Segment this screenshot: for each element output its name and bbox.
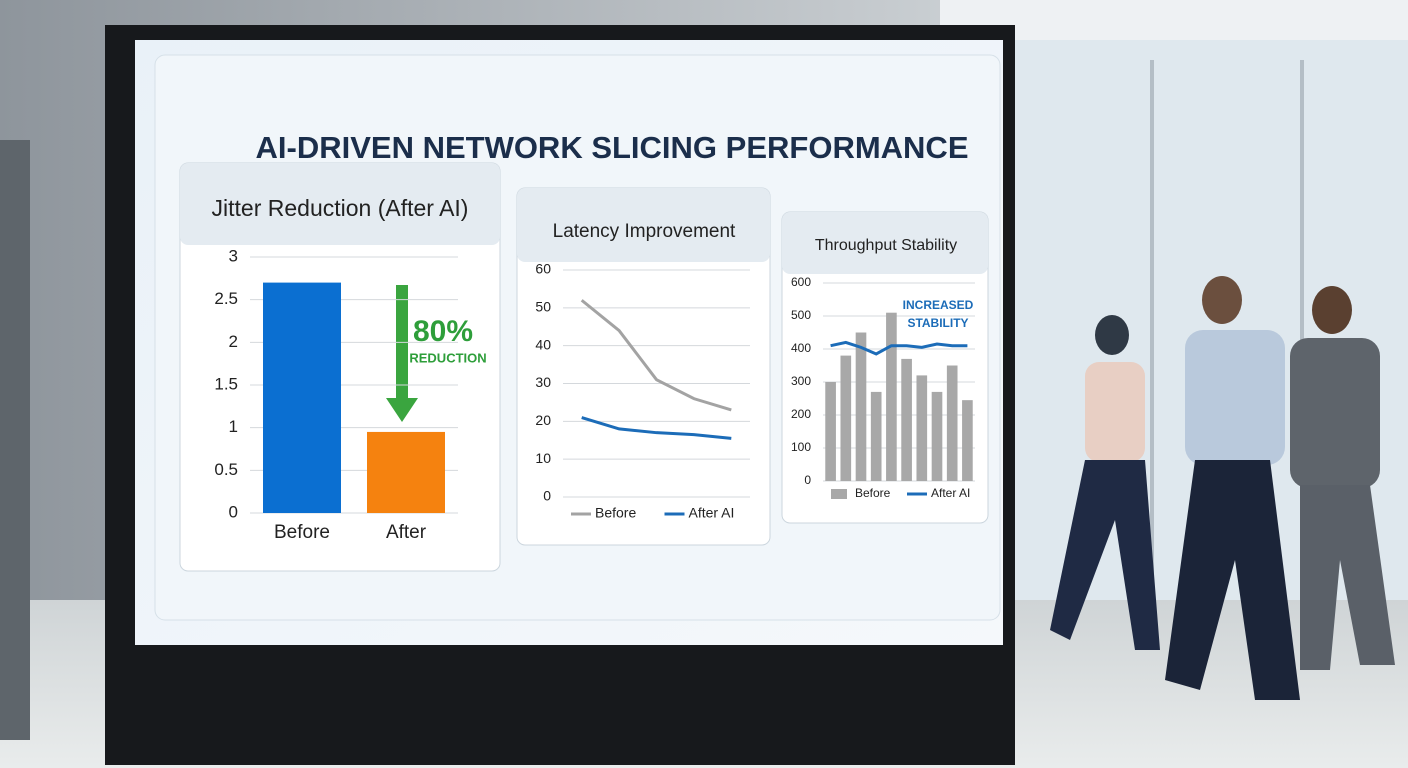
y-tick-label: 30 bbox=[535, 374, 551, 390]
panel-header bbox=[782, 212, 988, 274]
y-tick-label: 0.5 bbox=[214, 460, 238, 479]
y-tick-label: 0 bbox=[804, 473, 811, 487]
y-tick-label: 2 bbox=[229, 332, 238, 351]
bar bbox=[870, 391, 882, 481]
bar bbox=[825, 382, 836, 481]
y-tick-label: 200 bbox=[791, 407, 811, 421]
y-tick-label: 40 bbox=[535, 336, 551, 352]
annotation: INCREASED bbox=[903, 298, 974, 312]
annotation: STABILITY bbox=[907, 316, 968, 330]
y-tick-label: 1.5 bbox=[214, 374, 238, 393]
line bbox=[581, 416, 732, 440]
bar bbox=[946, 365, 958, 481]
bar bbox=[840, 355, 852, 481]
glass-frame bbox=[1150, 60, 1154, 600]
people bbox=[1050, 276, 1395, 700]
y-tick-label: 0 bbox=[543, 488, 551, 504]
y-tick-label: 10 bbox=[535, 450, 551, 466]
bar bbox=[901, 358, 912, 481]
bar bbox=[916, 375, 928, 481]
bar bbox=[855, 332, 867, 481]
panel-header bbox=[180, 163, 500, 245]
legend-label: After AI bbox=[689, 505, 735, 521]
y-tick-label: 600 bbox=[791, 275, 811, 289]
glass-frame bbox=[1300, 60, 1304, 600]
legend-label: Before bbox=[855, 486, 891, 500]
x-tick-label: Before bbox=[274, 522, 330, 543]
dashboard-title: AI-DRIVEN NETWORK SLICING PERFORMANCE bbox=[256, 130, 969, 165]
reduction-arrow bbox=[386, 285, 418, 422]
y-tick-label: 1 bbox=[229, 417, 238, 436]
panel-header bbox=[517, 188, 770, 262]
line bbox=[830, 340, 968, 356]
x-tick-label: After bbox=[386, 522, 427, 543]
chart-title: Throughput Stability bbox=[815, 237, 957, 254]
y-tick-label: 50 bbox=[535, 299, 551, 315]
line bbox=[580, 299, 732, 412]
annotation: REDUCTION bbox=[409, 350, 486, 365]
y-tick-label: 400 bbox=[791, 341, 811, 355]
chart-title: Latency Improvement bbox=[553, 221, 736, 242]
doorway bbox=[0, 140, 30, 740]
legend-label: After AI bbox=[931, 486, 970, 500]
legend-label: Before bbox=[595, 505, 636, 521]
y-tick-label: 500 bbox=[791, 308, 811, 322]
y-tick-label: 100 bbox=[791, 440, 811, 454]
y-tick-label: 60 bbox=[535, 261, 551, 277]
bar bbox=[931, 391, 943, 481]
annotation: 80% bbox=[413, 315, 473, 348]
ceiling bbox=[940, 0, 1408, 40]
bar bbox=[886, 312, 897, 481]
bar bbox=[367, 431, 445, 513]
legend-swatch bbox=[831, 489, 847, 499]
y-tick-label: 3 bbox=[229, 246, 238, 265]
y-tick-label: 2.5 bbox=[214, 289, 238, 308]
bar bbox=[263, 282, 341, 513]
bar bbox=[962, 400, 973, 481]
y-tick-label: 0 bbox=[229, 502, 238, 521]
y-tick-label: 20 bbox=[535, 412, 551, 428]
chart-title: Jitter Reduction (After AI) bbox=[212, 195, 469, 221]
y-tick-label: 300 bbox=[791, 374, 811, 388]
